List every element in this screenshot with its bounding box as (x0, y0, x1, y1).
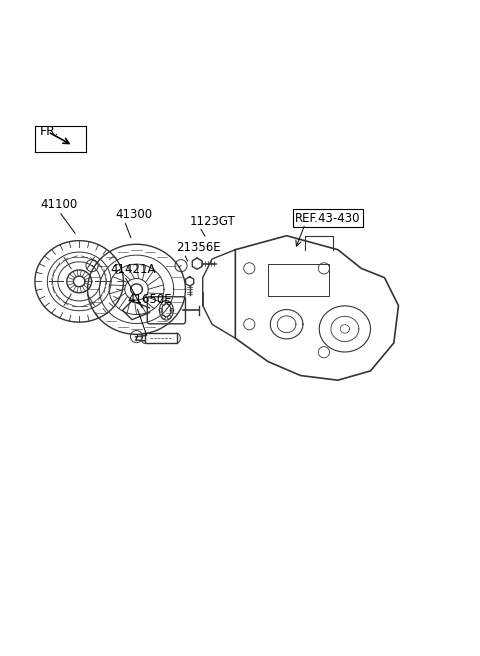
Text: 1123GT: 1123GT (190, 215, 236, 228)
Bar (145, 333, 177, 343)
Bar (268, 264, 329, 297)
Text: 41421A: 41421A (110, 263, 156, 276)
Text: REF.43-430: REF.43-430 (295, 212, 360, 225)
Text: 41650E: 41650E (127, 293, 172, 306)
Text: 21356E: 21356E (176, 241, 221, 254)
Text: FR.: FR. (39, 125, 59, 138)
Text: 41300: 41300 (115, 207, 152, 220)
Text: 41100: 41100 (40, 197, 78, 211)
